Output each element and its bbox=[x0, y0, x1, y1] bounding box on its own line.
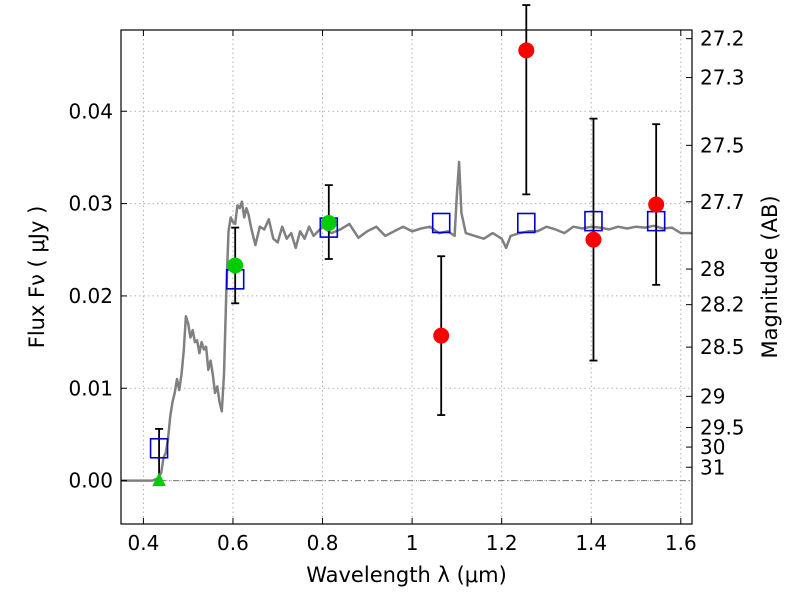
observed-point bbox=[585, 231, 602, 248]
x-tick-label: 1 bbox=[406, 531, 419, 555]
right-tick-label: 27.2 bbox=[700, 27, 745, 51]
x-tick-label: 1.2 bbox=[486, 531, 518, 555]
ticks: 0.4 0.6 0.8 1 1.2 1.4 1.6 0.00 0.01 0.02 0.03 0.04 2… bbox=[68, 27, 744, 555]
x-tick-label: 1.4 bbox=[575, 531, 607, 555]
observed-photometry bbox=[152, 42, 665, 487]
model-photometry-square bbox=[149, 437, 169, 459]
observed-point bbox=[433, 327, 450, 344]
right-tick-label: 27.3 bbox=[700, 66, 745, 90]
right-tick-label: 29 bbox=[700, 384, 725, 408]
model-spectrum bbox=[121, 160, 692, 482]
model-photometry-square bbox=[516, 212, 536, 234]
upper-limit-triangle bbox=[152, 472, 166, 487]
right-tick-label: 28.5 bbox=[700, 335, 745, 359]
y-tick-label: 0.01 bbox=[68, 376, 113, 400]
x-tick-label: 0.4 bbox=[127, 531, 159, 555]
right-axis-label: Magnitude (AB) bbox=[758, 195, 782, 358]
model-photometry-square bbox=[431, 212, 451, 234]
observed-point bbox=[648, 196, 665, 213]
x-tick-label: 0.6 bbox=[217, 531, 249, 555]
right-tick-label: 27.7 bbox=[700, 190, 745, 214]
y-tick-label: 0.03 bbox=[68, 192, 113, 216]
y-tick-label: 0.02 bbox=[68, 284, 113, 308]
x-tick-label: 1.6 bbox=[665, 531, 697, 555]
x-axis-label: Wavelength λ (μm) bbox=[306, 563, 507, 587]
y-tick-label: 0.00 bbox=[68, 469, 113, 493]
model-spectrum-line bbox=[121, 160, 692, 482]
observed-point bbox=[320, 214, 337, 231]
right-tick-label: 31 bbox=[700, 455, 725, 479]
y-tick-label: 0.04 bbox=[68, 99, 113, 123]
model-photometry-square bbox=[584, 210, 603, 232]
y-axis-label: Flux Fν ( μJy ) bbox=[25, 206, 49, 349]
observed-point bbox=[227, 257, 244, 274]
observed-point bbox=[518, 42, 535, 59]
plot-frame bbox=[120, 29, 693, 525]
error-bars bbox=[155, 4, 661, 482]
x-tick-label: 0.8 bbox=[307, 531, 339, 555]
grid bbox=[121, 30, 692, 524]
right-tick-label: 30 bbox=[700, 435, 725, 459]
right-tick-label: 29.5 bbox=[700, 415, 745, 439]
right-tick-label: 27.5 bbox=[700, 133, 745, 157]
right-tick-label: 28.2 bbox=[700, 293, 745, 317]
right-tick-label: 28 bbox=[700, 257, 725, 281]
